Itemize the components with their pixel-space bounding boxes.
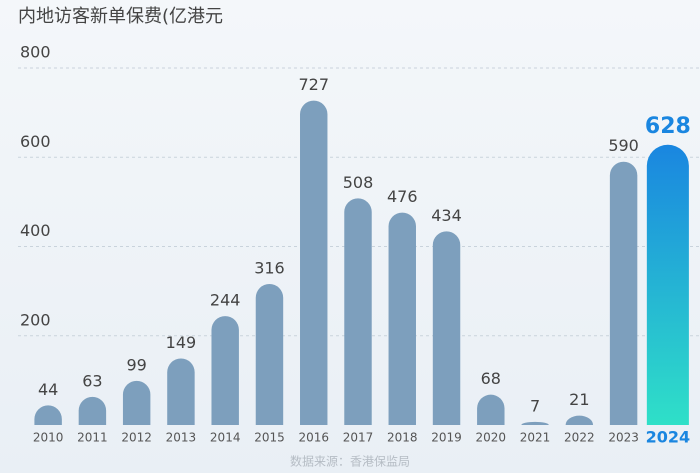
x-tick-label: 2021: [520, 431, 551, 445]
bar: [344, 198, 372, 425]
x-tick-label: 2014: [210, 431, 241, 445]
y-tick-label: 800: [20, 43, 51, 62]
value-label: 7: [530, 396, 540, 415]
x-tick-label: 2013: [166, 431, 197, 445]
value-label: 476: [387, 187, 418, 206]
bar: [388, 212, 416, 425]
bar: [609, 161, 638, 426]
x-tick-label: 2020: [476, 431, 507, 445]
x-tick-label: 2018: [387, 431, 418, 445]
bar: [477, 394, 505, 425]
value-label: 316: [254, 258, 285, 277]
source-note: 数据来源：香港保监局: [290, 454, 410, 469]
value-label: 149: [166, 333, 197, 352]
bar: [565, 415, 594, 425]
value-label: 44: [38, 380, 58, 399]
value-label: 68: [481, 369, 501, 388]
value-label: 628: [645, 114, 691, 139]
bar: [122, 380, 151, 425]
x-tick-label: 2023: [608, 431, 639, 445]
value-label: 99: [126, 355, 146, 374]
x-tick-label: 2017: [343, 431, 374, 445]
bar: [255, 283, 284, 425]
bar: [211, 316, 239, 425]
x-tick-label: 2016: [298, 431, 329, 445]
bar: [521, 421, 549, 425]
bar: [646, 144, 689, 425]
bar: [78, 396, 107, 425]
y-tick-label: 200: [20, 310, 51, 329]
value-label: 21: [569, 390, 589, 409]
value-label: 63: [82, 371, 102, 390]
y-tick-label: 600: [20, 132, 51, 151]
value-label: 244: [210, 291, 241, 310]
x-tick-label: 2019: [431, 431, 462, 445]
bar: [34, 405, 62, 425]
x-tick-label: 2022: [564, 431, 595, 445]
bar: [167, 358, 195, 425]
x-tick-label: 2011: [77, 431, 108, 445]
value-label: 434: [431, 206, 462, 225]
x-tick-label: 2024: [646, 428, 691, 447]
x-tick-label: 2015: [254, 431, 285, 445]
bar: [300, 100, 328, 426]
y-tick-label: 400: [20, 221, 51, 240]
value-label: 508: [343, 173, 374, 192]
chart-title: 内地访客新单保费(亿港元: [18, 6, 223, 27]
value-label: 727: [298, 75, 329, 94]
x-tick-label: 2010: [33, 431, 64, 445]
value-label: 590: [608, 136, 639, 155]
bar: [432, 231, 461, 425]
x-tick-label: 2012: [121, 431, 152, 445]
